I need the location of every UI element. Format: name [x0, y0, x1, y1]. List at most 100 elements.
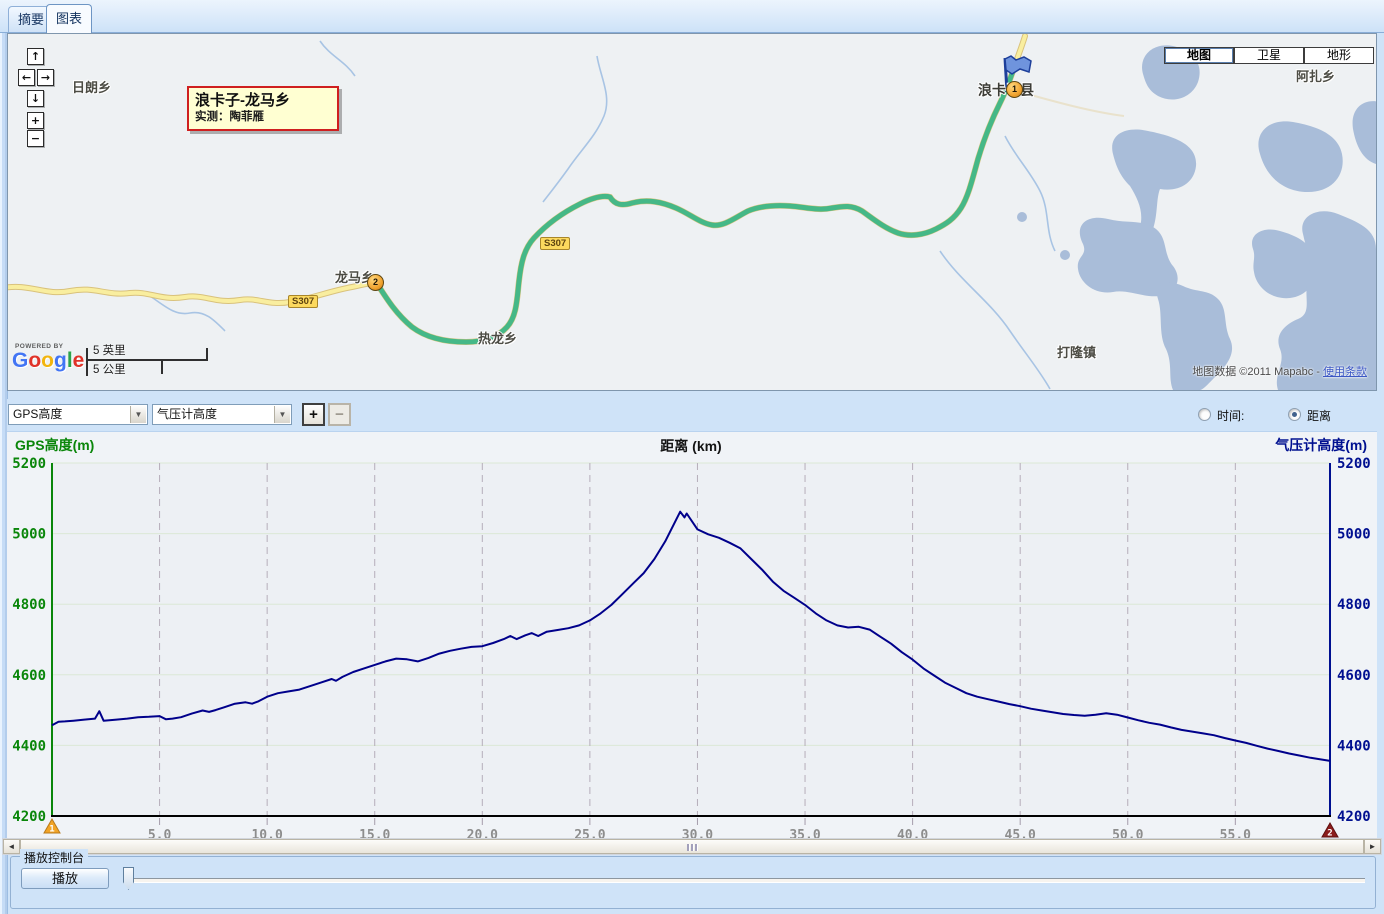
arrow-right-icon: → [40, 71, 51, 84]
svg-text:4600: 4600 [12, 668, 46, 684]
scale-bar [86, 348, 88, 376]
playback-slider-track[interactable] [123, 878, 1365, 883]
map-pan-down-button[interactable]: ↓ [27, 90, 44, 107]
svg-text:2: 2 [1327, 829, 1332, 839]
scale-bar [206, 348, 208, 360]
attribution-copyright: ©2011 Mapabc - [1239, 366, 1320, 378]
scroll-left-button[interactable]: ◄ [3, 839, 20, 854]
right-axis-title: 气压计高度(m) [1275, 437, 1367, 453]
scale-bar [86, 359, 208, 361]
lake-shape [1077, 217, 1178, 297]
map-pan-left-button[interactable]: ← [18, 69, 35, 86]
waypoint-marker-1[interactable]: 1 [1006, 81, 1023, 98]
svg-text:5000: 5000 [12, 527, 46, 543]
google-logo[interactable]: Google [12, 349, 85, 372]
series2-value: 气压计高度 [157, 407, 218, 421]
scroll-right-button[interactable]: ► [1364, 839, 1381, 854]
plot-area [52, 463, 1330, 816]
river-line [319, 40, 356, 77]
lake-shape [1112, 129, 1197, 231]
minus-icon: − [30, 132, 41, 145]
series2-dropdown[interactable]: 气压计高度 ▼ [152, 404, 292, 425]
add-series-button[interactable]: + [302, 403, 325, 426]
map-panel[interactable]: ↑ ← → ↓ + − 浪卡子-龙马乡 实测：陶菲雁 地图 卫星 地形 日朗乡 … [7, 33, 1377, 391]
series1-value: GPS高度 [13, 407, 63, 421]
arrow-down-icon: ↓ [30, 92, 41, 105]
svg-text:1: 1 [49, 825, 54, 835]
map-zoom-out-button[interactable]: − [27, 130, 44, 147]
elevation-chart[interactable]: 4200 4200 4400 4400 4600 4600 4800 4800 5000 5000… [7, 432, 1377, 843]
svg-text:55.0: 55.0 [1220, 828, 1251, 838]
plus-icon: + [30, 114, 41, 127]
road-shield-s307: S307 [540, 237, 571, 250]
arrow-left-icon: ← [21, 71, 32, 84]
svg-text:4400: 4400 [1337, 738, 1371, 754]
start-marker-icon [43, 817, 61, 834]
svg-text:15.0: 15.0 [359, 828, 390, 838]
svg-text:35.0: 35.0 [789, 828, 820, 838]
svg-text:5200: 5200 [12, 456, 46, 472]
chevron-down-icon[interactable]: ▼ [274, 406, 290, 423]
svg-text:4200: 4200 [1337, 809, 1371, 825]
svg-text:4600: 4600 [1337, 668, 1371, 684]
lake-shape [1258, 121, 1343, 192]
chart-horizontal-scrollbar[interactable]: ◄ ► [2, 838, 1382, 855]
remove-series-button[interactable]: − [328, 403, 351, 426]
terms-link[interactable]: 使用条款 [1323, 366, 1367, 378]
chart-controls-bar: GPS高度 ▼ 气压计高度 ▼ + − 时间: 距离 [7, 399, 1377, 432]
svg-text:5.0: 5.0 [148, 828, 172, 838]
svg-text:45.0: 45.0 [1005, 828, 1036, 838]
svg-text:40.0: 40.0 [897, 828, 928, 838]
scrollbar-thumb[interactable] [20, 839, 1364, 854]
distance-radio-label: 距离 [1307, 409, 1332, 423]
place-label-longma: 龙马乡 [335, 270, 375, 285]
svg-text:25.0: 25.0 [574, 828, 605, 838]
svg-text:10.0: 10.0 [251, 828, 282, 838]
map-type-satellite-button[interactable]: 卫星 [1234, 47, 1304, 64]
track-callout-title: 浪卡子-龙马乡 [195, 92, 290, 109]
elevation-chart-panel: GPS高度(m) 距离 (km) 气压计高度(m) 4200 4200 4400 44… [7, 432, 1377, 843]
svg-text:50.0: 50.0 [1112, 828, 1143, 838]
track-callout-subtitle: 实测：陶菲雁 [195, 111, 264, 123]
powered-by-label: POWERED BY [15, 343, 64, 350]
attribution-prefix: 地图数据 [1192, 366, 1237, 378]
flag-icon [1004, 55, 1032, 75]
minus-icon: − [335, 406, 344, 423]
map-pan-right-button[interactable]: → [37, 69, 54, 86]
tab-chart-label: 图表 [56, 11, 83, 26]
distance-radio[interactable] [1288, 408, 1301, 421]
place-label-azha: 阿扎乡 [1296, 69, 1336, 84]
svg-text:4200: 4200 [12, 809, 46, 825]
map-canvas [8, 34, 1376, 390]
tab-chart[interactable]: 图表 [46, 4, 93, 33]
lake-shape [1252, 229, 1317, 299]
playback-slider-thumb[interactable] [123, 867, 134, 890]
play-button[interactable]: 播放 [21, 868, 109, 889]
playback-console-title: 播放控制台 [20, 849, 89, 866]
svg-text:5200: 5200 [1337, 456, 1371, 472]
series1-dropdown[interactable]: GPS高度 ▼ [8, 404, 148, 425]
place-label-dalong: 打隆镇 [1057, 345, 1097, 360]
svg-text:4800: 4800 [12, 597, 46, 613]
map-type-terrain-button[interactable]: 地形 [1304, 47, 1374, 64]
river-line [939, 250, 1051, 390]
track-callout: 浪卡子-龙马乡 实测：陶菲雁 [187, 86, 339, 131]
place-label-rilang: 日朗乡 [72, 80, 112, 95]
waypoint-marker-2[interactable]: 2 [367, 274, 384, 291]
gps-track-line [373, 62, 1018, 345]
scale-km-label: 5 公里 [93, 364, 126, 376]
time-radio-label: 时间: [1217, 409, 1245, 423]
triangle-left-icon: ◄ [7, 842, 16, 851]
map-pan-up-button[interactable]: ↑ [27, 48, 44, 65]
tab-bar: 摘要 图表 [0, 0, 1384, 33]
chevron-down-icon[interactable]: ▼ [130, 406, 146, 423]
river-line [542, 55, 608, 203]
road-shield-s307: S307 [288, 295, 319, 308]
map-zoom-in-button[interactable]: + [27, 112, 44, 129]
river-line [149, 295, 226, 332]
x-axis-title: 距离 (km) [660, 438, 722, 454]
plus-icon: + [309, 406, 318, 423]
river-line [1004, 135, 1056, 252]
time-radio[interactable] [1198, 408, 1211, 421]
map-type-map-button[interactable]: 地图 [1164, 47, 1234, 64]
